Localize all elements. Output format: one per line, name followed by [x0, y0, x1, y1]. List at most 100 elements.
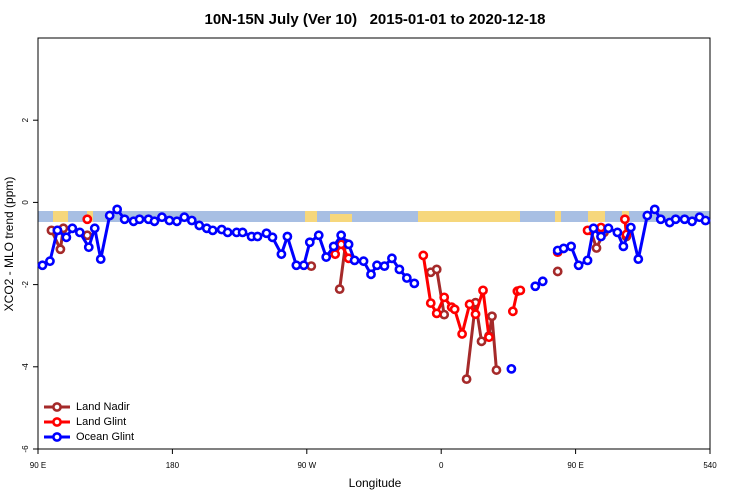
series-line [51, 228, 626, 379]
point [379, 261, 390, 272]
legend-marker [52, 417, 62, 427]
land-band [555, 211, 561, 222]
point [222, 227, 233, 238]
y-tick-label: 0 [21, 200, 30, 205]
point [179, 212, 190, 223]
x-axis-label: Longitude [349, 476, 402, 490]
point [74, 227, 85, 238]
point [618, 241, 629, 252]
land-band [588, 211, 605, 222]
point [67, 223, 78, 234]
point [61, 232, 72, 243]
legend-marker [52, 432, 62, 442]
x-tick-label: 180 [166, 461, 180, 470]
point [679, 214, 690, 225]
point [366, 269, 376, 280]
legend-label: Land Nadir [76, 401, 130, 413]
point [487, 311, 497, 322]
point [461, 374, 472, 385]
point [321, 252, 332, 262]
point [358, 256, 369, 267]
point [349, 255, 360, 266]
point [291, 260, 302, 271]
y-axis-label: XCO2 - MLO trend (ppm) [2, 177, 16, 312]
point [336, 230, 347, 241]
land-band [53, 211, 68, 222]
point [164, 215, 175, 226]
point [55, 244, 66, 255]
point [558, 243, 569, 254]
point [267, 232, 278, 243]
point [401, 273, 412, 283]
point [418, 250, 429, 261]
point [343, 239, 354, 250]
ocean-band [38, 211, 710, 222]
point [52, 225, 63, 236]
point [530, 281, 541, 292]
point [596, 231, 606, 242]
point [588, 223, 599, 234]
point [582, 255, 593, 266]
point [507, 306, 518, 317]
x-tick-label: 0 [439, 461, 444, 470]
point [700, 215, 711, 226]
point [591, 243, 602, 253]
point [207, 225, 218, 236]
legend-label: Ocean Glint [76, 431, 134, 443]
point [134, 214, 145, 225]
point [573, 260, 584, 271]
chart-title: 10N-15N July (Ver 10) 2015-01-01 to 2020… [204, 11, 545, 28]
point [619, 214, 630, 225]
y-tick-label: -2 [21, 280, 30, 288]
point [334, 284, 345, 295]
point [439, 309, 450, 320]
point [425, 298, 436, 308]
point [119, 214, 130, 225]
point [45, 256, 55, 267]
point [476, 336, 487, 347]
legend-marker [52, 402, 62, 412]
point [89, 223, 100, 234]
point [171, 216, 182, 227]
x-tick-label: 540 [703, 461, 717, 470]
legend-label: Land Glint [76, 416, 126, 428]
point [37, 260, 48, 271]
point [449, 304, 460, 315]
x-tick-label: 90 E [30, 461, 46, 470]
point [457, 329, 468, 339]
x-tick-label: 90 E [567, 461, 583, 470]
point [252, 231, 263, 242]
point [431, 308, 442, 319]
point [491, 365, 502, 375]
point [112, 204, 123, 215]
point [470, 309, 481, 320]
y-tick-label: -4 [21, 363, 30, 371]
point [439, 292, 450, 303]
point [478, 285, 488, 296]
point [186, 215, 197, 226]
point [104, 210, 115, 221]
point [633, 254, 644, 265]
point [642, 210, 653, 221]
point [282, 231, 293, 242]
point [304, 237, 315, 248]
y-tick-label: -6 [21, 445, 30, 453]
point [431, 264, 442, 275]
point [409, 278, 420, 289]
point [330, 249, 341, 260]
plot-frame [37, 37, 711, 450]
point [194, 220, 205, 231]
x-tick-label: 90 W [297, 461, 316, 470]
point [506, 363, 517, 374]
point [237, 227, 248, 238]
point [537, 276, 548, 287]
point [566, 241, 577, 252]
land-band [330, 214, 352, 222]
point [596, 222, 606, 233]
point [83, 242, 94, 253]
point [464, 299, 475, 310]
point [336, 239, 347, 250]
point [612, 227, 623, 238]
point [372, 260, 382, 271]
